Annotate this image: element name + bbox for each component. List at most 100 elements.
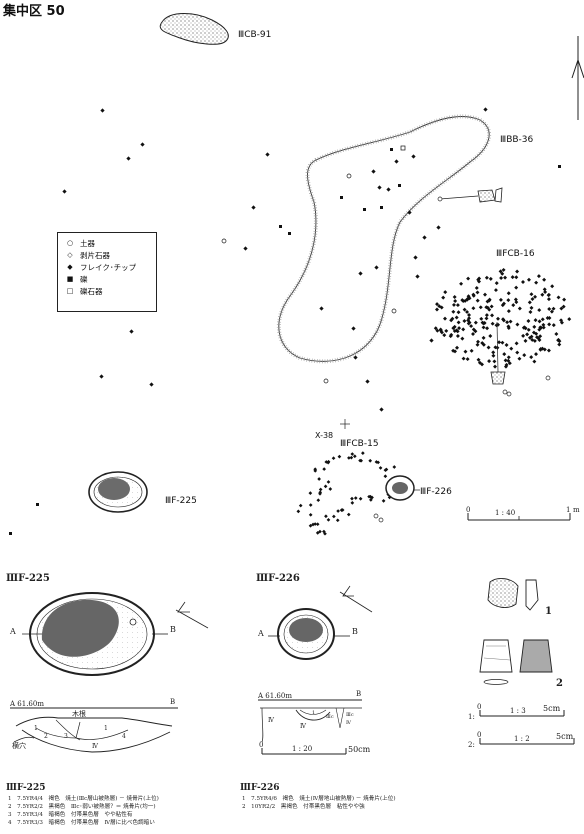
flake-chip-marker: [475, 298, 480, 303]
svg-text:Ⅲc: Ⅲc: [346, 712, 354, 718]
flake-chip-marker: [313, 467, 318, 472]
flake-chip-marker: [546, 292, 551, 297]
flake-chip-marker: [499, 276, 504, 280]
flake-chip-marker: [481, 325, 486, 330]
flake-chip-marker: [456, 310, 461, 315]
notes-f225-list: 1 7.5YR4/4 褐色 焼土(Ⅲc層山被熱層) － 焼骨片(上位) 2 7.…: [8, 794, 159, 826]
flake-chip-marker: [478, 305, 483, 310]
flake-chip-marker: [483, 292, 487, 297]
flake-chip-marker: [557, 342, 562, 347]
flake-chip-marker: [493, 288, 498, 293]
flake-chip-marker: [335, 518, 340, 523]
flake-chip-marker: [486, 345, 491, 350]
open-diamond-icon: ◇: [67, 251, 73, 259]
flake-chip-marker: [526, 277, 531, 282]
scale-bar-main: [467, 513, 571, 521]
flake-chip-marker: [493, 364, 498, 369]
detail-f226-a: A: [257, 629, 264, 638]
flake-chip-marker: [469, 324, 474, 329]
flake-chip-marker: [513, 297, 518, 302]
detail-f225-north-icon: [175, 601, 209, 629]
flake-chip-marker: [308, 503, 313, 507]
detail-f226-b3: B: [356, 690, 361, 698]
flake-chip-marker: [358, 496, 363, 501]
flake-chip-marker: [466, 321, 471, 326]
flake-chip-marker: [506, 309, 511, 314]
flake-chip-marker: [463, 349, 468, 354]
scale-a2-zero: 0: [477, 731, 481, 739]
flake-chip-marker: [559, 320, 564, 325]
flake-chip-marker: [494, 281, 499, 286]
detail-f225-b2: B: [170, 698, 175, 706]
flake-chip-marker: [537, 319, 542, 324]
detail-f226-title: ⅢF-226: [256, 573, 300, 584]
flake-chip-marker: [501, 301, 506, 306]
flake-chip-marker: [492, 359, 497, 364]
flake-chip-marker: [494, 323, 499, 328]
notes-f225-line: 3 7.5YR3/4 暗褐色 付帯黒色層 やや粘性有: [8, 810, 133, 818]
flake-chip-marker: [533, 294, 538, 299]
legend-row: ○ 土器: [64, 237, 156, 249]
detail-f226-b: B: [352, 627, 358, 636]
flake-chip-marker: [529, 305, 534, 310]
flake-chip-marker: [453, 299, 458, 303]
flake-chip-marker: [534, 280, 539, 285]
flake-chip-marker: [316, 498, 321, 503]
flake-chip-marker: [479, 316, 484, 321]
flake-chip-marker: [508, 319, 513, 324]
flake-chip-marker: [554, 332, 559, 336]
flake-chip-marker: [562, 297, 567, 302]
legend-label: 礫石器: [80, 286, 103, 296]
detail-f225-yokoana: 横穴: [12, 741, 26, 750]
flake-chip-marker: [474, 285, 479, 290]
flake-chip-marker: [496, 316, 500, 321]
flake-chip-marker: [475, 290, 480, 295]
flake-chip-marker: [547, 322, 552, 327]
flake-chip-marker: [367, 494, 371, 499]
flake-chip-marker: [487, 359, 492, 364]
flake-chip-marker: [525, 332, 530, 337]
flake-chip-marker: [350, 496, 354, 501]
notes-f226-line: 1 7.5YR4/6 褐色 焼土(Ⅳ層地山被熱層) － 焼骨片(上位): [242, 794, 396, 802]
scale-main-label: 1 : 40: [495, 509, 515, 517]
flake-chip-marker: [484, 316, 489, 321]
flake-chip-marker: [514, 341, 519, 346]
flake-chip-marker: [542, 277, 547, 282]
flake-chip-marker: [537, 308, 542, 313]
flake-chip-marker: [337, 454, 342, 459]
scale-a1-prefix: 1:: [468, 713, 475, 721]
label-fcb15: ⅢFCB-15: [340, 439, 379, 449]
flake-chip-marker: [340, 508, 345, 512]
flake-chip-marker: [459, 281, 464, 286]
flake-chip-marker: [476, 339, 480, 344]
flake-chip-marker: [491, 353, 496, 358]
flake-chip-marker: [324, 514, 328, 519]
flake-chip-marker: [455, 345, 460, 350]
notes-f226-title: ⅢF-226: [240, 783, 279, 793]
artifact-1-number: 1: [545, 606, 552, 617]
notes-f225-line: 1 7.5YR4/4 褐色 焼土(Ⅲc層山被熱層) － 焼骨片(上位): [8, 794, 159, 802]
flake-chip-marker: [350, 501, 355, 505]
flake-chip-marker: [556, 295, 561, 300]
flake-chip-marker: [480, 341, 485, 346]
filled-diamond-icon: ◆: [67, 263, 73, 271]
flake-chip-marker: [456, 320, 461, 325]
flake-chip-marker: [517, 306, 522, 311]
svg-text:4: 4: [122, 733, 126, 740]
artifact-2-stone-tool: [479, 639, 553, 685]
flake-chip-marker: [550, 284, 555, 289]
scale-section-zero: 0: [259, 741, 263, 749]
detail-f225-a-level: A 61.60m: [9, 700, 44, 708]
flake-chip-marker: [331, 456, 336, 461]
flake-chip-marker: [522, 353, 527, 358]
notes-f225-title: ⅢF-225: [6, 783, 45, 793]
label-f225: ⅢF-225: [165, 496, 197, 506]
detail-f225-title: ⅢF-225: [6, 573, 50, 584]
flake-chip-marker: [451, 302, 456, 307]
artifact-2-number: 2: [556, 678, 563, 689]
flake-chip-marker: [451, 309, 456, 314]
flake-chip-marker: [381, 499, 386, 503]
detail-f225-a: A: [9, 627, 16, 636]
flake-chip-marker: [359, 458, 363, 463]
scale-section-end: 50cm: [348, 745, 371, 754]
